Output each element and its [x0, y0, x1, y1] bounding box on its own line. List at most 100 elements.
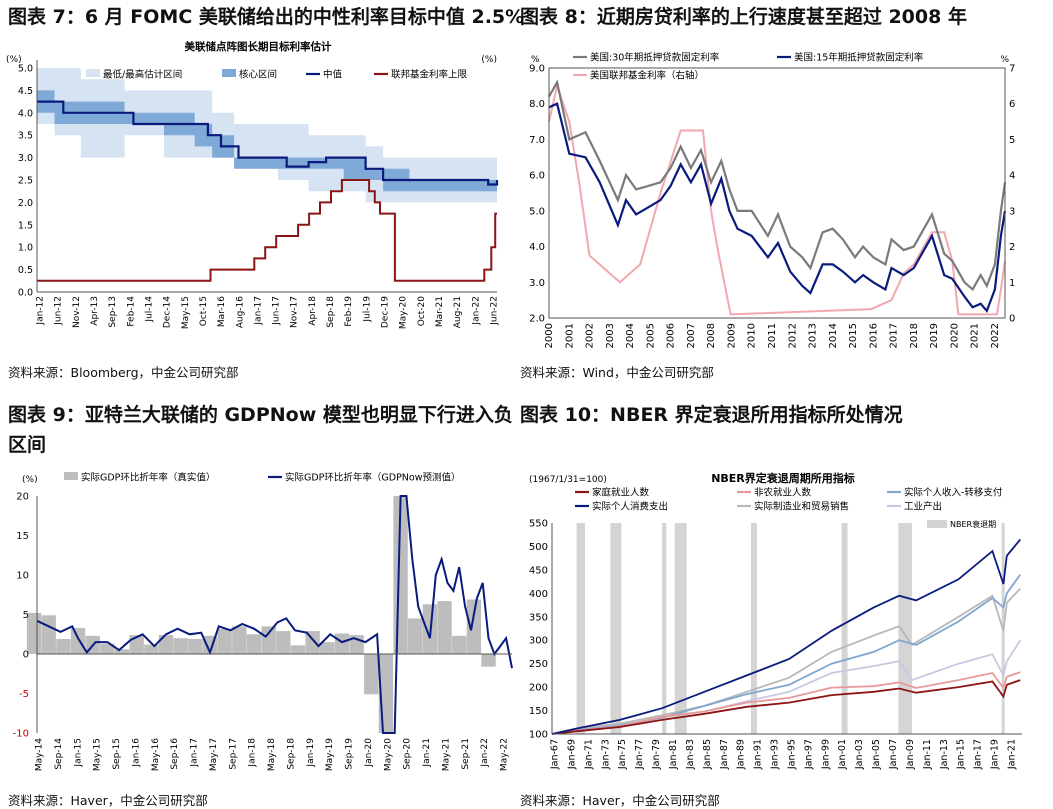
band-core — [37, 90, 497, 192]
series-mortgage-30y — [548, 79, 1007, 292]
y-tick-label: 5 — [23, 610, 29, 621]
x-tick-label: Aug-21 — [453, 296, 463, 328]
x-tick-label: 2008 — [706, 323, 717, 348]
x-tick-label: Feb-14 — [126, 296, 136, 327]
x-tick-label: Jan-77 — [634, 739, 645, 770]
bar-actual-gdp — [173, 638, 188, 654]
bar-actual-gdp — [232, 626, 247, 654]
x-tick-label: 2020 — [949, 323, 960, 348]
y-tick-label: 350 — [529, 612, 548, 623]
x-tick-label: Jan-73 — [600, 739, 611, 770]
y-unit-right: (%) — [481, 55, 497, 65]
panel3-heading: 图表 9：亚特兰大联储的 GDPNow 模型也明显下行进入负 区间 — [8, 400, 513, 460]
x-tick-label: Jan-13 — [939, 739, 950, 770]
legend-range-swatch — [86, 69, 100, 77]
bar-actual-gdp — [408, 618, 423, 654]
x-tick-label: 2001 — [564, 323, 575, 348]
chart-title: NBER界定衰退周期所用指标 — [711, 471, 855, 485]
x-tick-label: May-14 — [35, 738, 45, 771]
x-tick-label: 2022 — [990, 323, 1001, 348]
bar-actual-gdp — [261, 626, 276, 654]
x-tick-label: Jan-81 — [668, 739, 679, 770]
x-tick-label: Jan-91 — [753, 739, 764, 770]
y-tick-label: -5 — [19, 689, 29, 700]
recession-band — [576, 523, 586, 734]
bar-actual-gdp — [437, 601, 452, 654]
plot-frame — [548, 67, 1006, 319]
series-gdpnow — [36, 495, 513, 734]
x-tick-label: May-17 — [209, 738, 219, 771]
legend-core-label: 核心区间 — [239, 69, 277, 81]
x-tick-label: Sep-18 — [326, 296, 336, 328]
y-tick-label: 2.0 — [529, 314, 545, 325]
y-tick-label: -10 — [13, 729, 29, 740]
x-tick-label: Jan-71 — [583, 739, 594, 770]
x-tick-label: Jan-85 — [702, 739, 713, 770]
x-tick-label: Jan-20 — [364, 738, 374, 768]
legend-gdpnow-label: 实际GDP环比折年率（GDPNow预测值） — [285, 472, 461, 484]
legend-household-employment-label: 家庭就业人数 — [592, 487, 650, 499]
y-tick-label: 9.0 — [529, 64, 545, 75]
x-tick-label: Jan-01 — [837, 739, 848, 770]
legend-recession-swatch — [927, 520, 947, 528]
bar-actual-gdp — [188, 638, 203, 654]
bar-actual-gdp — [100, 643, 115, 654]
series-household-employment — [551, 679, 1021, 735]
x-tick-label: 2000 — [544, 323, 555, 348]
bar-actual-gdp — [114, 649, 130, 654]
x-tick-label: Sep-15 — [112, 738, 122, 770]
series-real-pce — [551, 538, 1021, 735]
x-tick-label: Sep-21 — [461, 738, 471, 770]
x-tick-label: May-15 — [181, 296, 191, 329]
x-tick-label: Jan-97 — [803, 739, 814, 770]
x-tick-label: Sep-20 — [403, 738, 413, 770]
panel3-heading-line1: 图表 9：亚特兰大联储的 GDPNow 模型也明显下行进入负 — [8, 404, 513, 426]
panel2-source: 资料来源：Wind，中金公司研究部 — [520, 365, 714, 380]
x-tick-label: Jan-21 — [422, 738, 432, 768]
panel4-source: 资料来源：Haver，中金公司研究部 — [520, 793, 720, 808]
x-tick-label: 2018 — [909, 323, 920, 348]
x-tick-label: Jan-69 — [566, 739, 577, 770]
chart-mortgage-rates: % % 2.0 3.0 4.0 5.0 6.0 7.0 8.0 9.0 0 1 2 3 4 5 6 7 2000 20… — [529, 52, 1015, 349]
bar-actual-gdp — [70, 627, 86, 654]
x-tick-label: 2006 — [666, 323, 677, 348]
y-unit-left: (%) — [6, 55, 22, 65]
x-tick-label: Jun-17 — [272, 296, 282, 326]
chart-title: 美联储点阵图长期目标利率估计 — [185, 40, 332, 53]
y-tick-label: 4.5 — [18, 86, 33, 97]
x-tick-label: 2009 — [726, 323, 737, 348]
legend-actual-label: 实际GDP环比折年率（真实值） — [81, 472, 215, 484]
chart-nber-indicators: NBER界定衰退周期所用指标 (1967/1/31=100) 100 150 200 25… — [529, 471, 1022, 770]
bar-actual-gdp — [305, 631, 320, 654]
x-tick-label: Jan-93 — [770, 739, 781, 770]
y-tick-label: 15 — [16, 531, 29, 542]
y2-tick-label: 3 — [1009, 206, 1015, 217]
bar-actual-gdp — [290, 645, 306, 654]
bar-actual-gdp — [41, 615, 56, 654]
x-tick-label: Jun-12 — [54, 296, 64, 326]
y-tick-label: 450 — [529, 565, 548, 576]
series-ffr — [37, 179, 497, 282]
x-tick-label: Jan-15 — [73, 738, 83, 768]
y-tick-label: 550 — [529, 519, 548, 530]
y-tick-label: 4.0 — [18, 108, 33, 119]
x-tick-label: Jan-11 — [922, 739, 933, 770]
y-tick-label: 3.0 — [18, 153, 33, 164]
recession-band — [751, 523, 757, 734]
x-tick-label: 2013 — [808, 323, 819, 348]
x-tick-label: Sep-19 — [345, 738, 355, 770]
x-tick-label: 2012 — [787, 323, 798, 348]
x-tick-label: Apr-13 — [90, 296, 100, 326]
series-real-income-ex-transfers — [551, 574, 1022, 735]
x-tick-label: Sep-17 — [228, 738, 238, 770]
x-tick-label: Jul-14 — [144, 296, 154, 323]
y-tick-label: 250 — [529, 659, 548, 670]
legend-recession-label: NBER衰退期 — [950, 519, 996, 529]
y2-tick-label: 1 — [1009, 278, 1015, 289]
bar-actual-gdp — [144, 644, 159, 654]
x-tick-label: Mar-21 — [435, 296, 445, 327]
y2-tick-label: 6 — [1009, 99, 1015, 110]
x-tick-label: Oct-20 — [417, 296, 427, 327]
y-tick-label: 1.5 — [18, 220, 33, 231]
y2-tick-label: 5 — [1009, 135, 1015, 146]
